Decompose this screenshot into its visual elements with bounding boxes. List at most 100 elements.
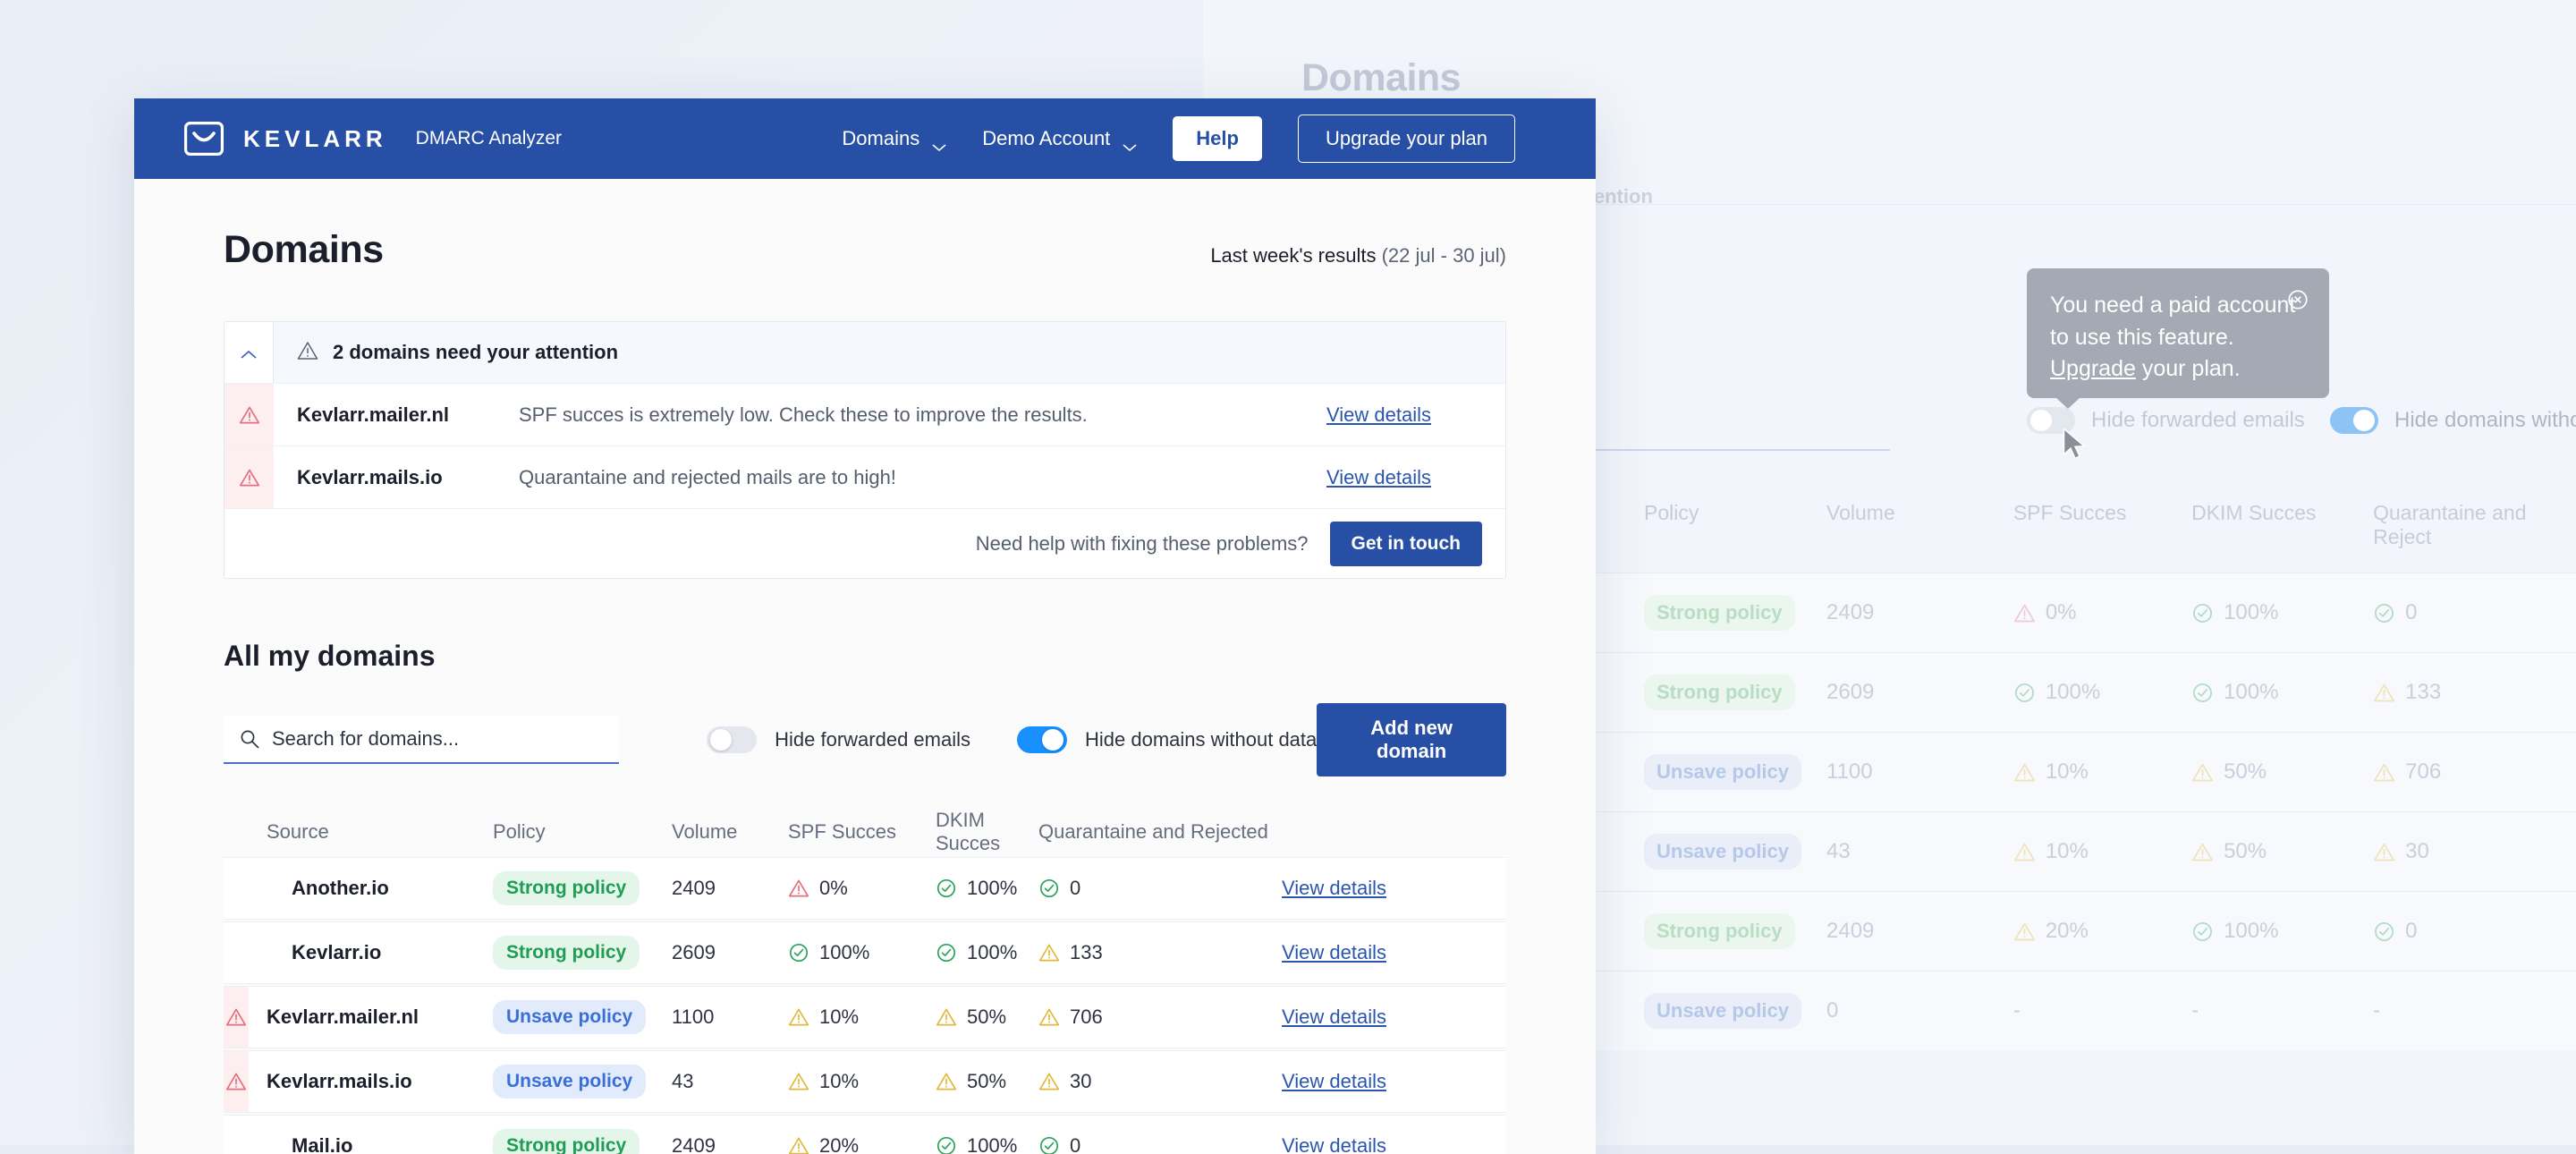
attention-row-action: View details bbox=[1326, 446, 1505, 508]
cell-source: Kevlarr.mailer.nl bbox=[249, 1006, 493, 1029]
get-in-touch-button[interactable]: Get in touch bbox=[1330, 522, 1483, 566]
nav-item-domains[interactable]: Domains bbox=[842, 127, 946, 150]
spf-value: 10% bbox=[819, 1070, 859, 1093]
spf-value: 10% bbox=[819, 1006, 859, 1029]
help-button[interactable]: Help bbox=[1173, 116, 1262, 161]
background-toggle-switch[interactable] bbox=[2330, 407, 2378, 434]
policy-badge: Strong policy bbox=[493, 871, 640, 905]
background-cell-spf: 20% bbox=[2013, 919, 2191, 944]
check-circle-green-icon bbox=[936, 878, 957, 899]
background-toggle-hide-nodata[interactable]: Hide domains without bbox=[2330, 407, 2576, 434]
upgrade-plan-button[interactable]: Upgrade your plan bbox=[1298, 115, 1515, 163]
warning-triangle-yellow-icon bbox=[788, 1006, 809, 1028]
spf-value: 20% bbox=[819, 1134, 859, 1154]
background-cell-dkim: 100% bbox=[2191, 680, 2373, 705]
background-cell-dkim: 50% bbox=[2191, 839, 2373, 864]
background-cell-policy: Unsave policy bbox=[1595, 754, 1826, 790]
background-col-dkim: DKIM Succes bbox=[2191, 501, 2373, 549]
search-input[interactable] bbox=[272, 727, 603, 751]
policy-badge: Unsave policy bbox=[493, 1065, 646, 1099]
results-period: Last week's results (22 jul - 30 jul) bbox=[1210, 244, 1506, 273]
cell-quarantine: 30 bbox=[1038, 1070, 1282, 1093]
check-circle-green-icon bbox=[2373, 602, 2395, 624]
toggle-hide-domains-without-data[interactable]: Hide domains without data bbox=[1017, 726, 1317, 753]
nav-item-demo-account[interactable]: Demo Account bbox=[982, 127, 1137, 150]
row-alert-icon-cell bbox=[224, 987, 249, 1048]
cell-policy: Strong policy bbox=[493, 871, 672, 905]
warning-triangle-yellow-icon bbox=[2373, 682, 2395, 704]
close-circle-icon[interactable] bbox=[2286, 288, 2309, 311]
row-alert-icon-cell bbox=[225, 384, 274, 445]
nav-right-group: Domains Demo Account Help Upgrade your p… bbox=[842, 115, 1515, 163]
check-circle-green-icon bbox=[2191, 921, 2214, 943]
background-cell-policy: Unsave policy bbox=[1595, 834, 1826, 870]
cell-volume: 2609 bbox=[672, 941, 788, 964]
view-details-link[interactable]: View details bbox=[1282, 941, 1386, 963]
row-alert-icon-cell bbox=[224, 858, 249, 919]
quarantine-value: 706 bbox=[1070, 1006, 1103, 1029]
cell-spf: 10% bbox=[788, 1006, 936, 1029]
page-content: Domains Last week's results (22 jul - 30… bbox=[134, 179, 1596, 1154]
cell-source: Kevlarr.io bbox=[249, 941, 493, 964]
col-policy: Policy bbox=[493, 820, 672, 844]
brand[interactable]: KEVLARR DMARC Analyzer bbox=[184, 122, 562, 156]
cell-quarantine: 706 bbox=[1038, 1006, 1282, 1029]
attention-collapse-button[interactable] bbox=[225, 322, 274, 383]
quarantine-value: 133 bbox=[1070, 941, 1103, 964]
background-cell-policy: Unsave policy bbox=[1595, 993, 1826, 1029]
dkim-value: 50% bbox=[967, 1070, 1006, 1093]
warning-triangle-yellow-icon bbox=[2373, 841, 2395, 863]
view-details-link[interactable]: View details bbox=[1326, 403, 1431, 427]
background-cell-dkim: 100% bbox=[2191, 600, 2373, 625]
search-icon bbox=[240, 729, 259, 749]
background-cell-dkim: - bbox=[2191, 998, 2373, 1023]
view-details-link[interactable]: View details bbox=[1282, 1006, 1386, 1028]
warning-triangle-yellow-icon bbox=[1038, 1071, 1060, 1092]
attention-card-heading: 2 domains need your attention bbox=[274, 322, 618, 383]
attention-row-domain: Kevlarr.mails.io bbox=[274, 446, 519, 508]
view-details-link[interactable]: View details bbox=[1282, 1070, 1386, 1092]
attention-card-title: 2 domains need your attention bbox=[333, 341, 618, 364]
cell-spf: 0% bbox=[788, 877, 936, 900]
check-circle-green-icon bbox=[2013, 682, 2036, 704]
warning-triangle-red-icon bbox=[225, 1071, 247, 1092]
upgrade-tooltip: You need a paid account to use this feat… bbox=[2027, 268, 2329, 398]
attention-row-action: View details bbox=[1326, 384, 1505, 445]
nav-item-label: Domains bbox=[842, 127, 919, 150]
view-details-link[interactable]: View details bbox=[1282, 1134, 1386, 1154]
toggle-hide-forwarded-emails[interactable]: Hide forwarded emails bbox=[707, 726, 970, 753]
tooltip-upgrade-link[interactable]: Upgrade bbox=[2050, 356, 2136, 381]
background-cell-volume: 0 bbox=[1826, 998, 2013, 1023]
cell-dkim: 100% bbox=[936, 877, 1038, 900]
background-cell-policy: Strong policy bbox=[1595, 913, 1826, 949]
col-source: Source bbox=[249, 820, 493, 844]
warning-triangle-red-icon bbox=[239, 404, 260, 426]
toggle-switch[interactable] bbox=[1017, 726, 1067, 753]
view-details-link[interactable]: View details bbox=[1326, 466, 1431, 489]
cell-spf: 10% bbox=[788, 1070, 936, 1093]
app-window: KEVLARR DMARC Analyzer Domains Demo Acco… bbox=[134, 98, 1596, 1154]
background-cell-volume: 2609 bbox=[1826, 680, 2013, 705]
add-new-domain-button[interactable]: Add new domain bbox=[1317, 703, 1506, 776]
cell-dkim: 50% bbox=[936, 1006, 1038, 1029]
toggle-switch[interactable] bbox=[707, 726, 757, 753]
cell-volume: 43 bbox=[672, 1070, 788, 1093]
cell-action: View details bbox=[1282, 1134, 1506, 1154]
cell-policy: Unsave policy bbox=[493, 1065, 672, 1099]
warning-triangle-yellow-icon bbox=[2191, 761, 2214, 784]
background-page-title: Domains bbox=[1301, 56, 1461, 100]
background-divider bbox=[1592, 204, 2576, 205]
cell-volume: 2409 bbox=[672, 1134, 788, 1154]
search-field[interactable] bbox=[224, 716, 619, 764]
check-circle-green-icon bbox=[2191, 602, 2214, 624]
check-circle-green-icon bbox=[2191, 682, 2214, 704]
toggle-label: Hide domains without data bbox=[1085, 728, 1317, 751]
view-details-link[interactable]: View details bbox=[1282, 877, 1386, 899]
